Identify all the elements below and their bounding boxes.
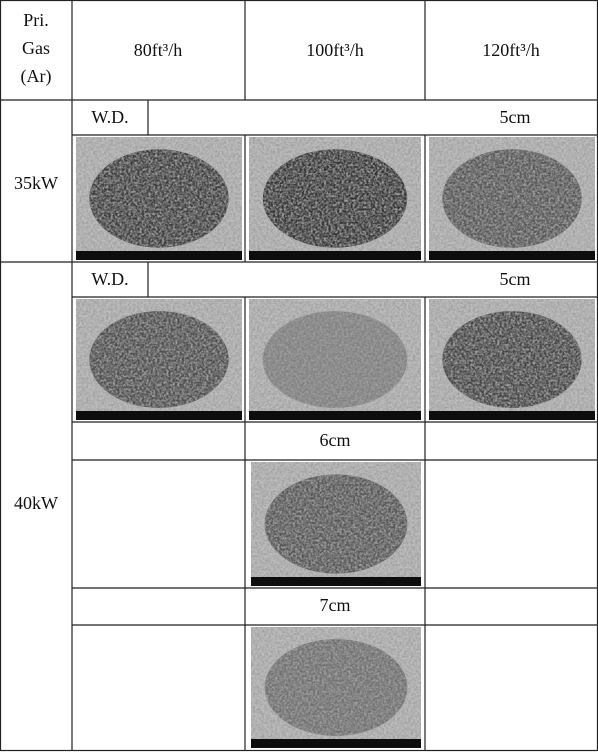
- micrograph-image: [429, 299, 595, 420]
- image-grain: [251, 462, 421, 586]
- row-header: 35kW: [14, 173, 58, 193]
- column-header: 120ft³/h: [482, 40, 539, 60]
- micrograph-image: [76, 137, 242, 260]
- image-grain: [429, 137, 595, 260]
- distance-label: 6cm: [320, 430, 351, 450]
- distance-label: 7cm: [320, 595, 351, 615]
- corner-label: (Ar): [21, 66, 52, 87]
- image-base: [249, 411, 421, 420]
- image-grain: [76, 137, 242, 260]
- micrograph-image: [249, 137, 421, 260]
- distance-label: 5cm: [500, 269, 531, 289]
- table-figure: Pri. Gas (Ar) 80ft³/h 100ft³/h 120ft³/h …: [0, 0, 598, 753]
- column-header: 100ft³/h: [306, 40, 363, 60]
- image-grain: [249, 299, 421, 420]
- corner-label: Gas: [22, 38, 50, 58]
- distance-label: 5cm: [500, 107, 531, 127]
- image-base: [429, 411, 595, 420]
- micrograph-image: [251, 462, 421, 586]
- image-grain: [251, 627, 421, 748]
- image-base: [249, 251, 421, 260]
- micrograph-image: [249, 299, 421, 420]
- image-grain: [76, 299, 242, 420]
- row-header: 40kW: [14, 493, 58, 513]
- column-header: 80ft³/h: [134, 40, 182, 60]
- micrograph-image: [251, 627, 421, 748]
- image-base: [429, 251, 595, 260]
- image-grain: [249, 137, 421, 260]
- image-base: [76, 411, 242, 420]
- image-base: [251, 739, 421, 748]
- corner-label: Pri.: [23, 10, 49, 30]
- micrograph-image: [76, 299, 242, 420]
- image-base: [76, 251, 242, 260]
- image-base: [251, 577, 421, 586]
- micrograph-image: [429, 137, 595, 260]
- wd-label: W.D.: [91, 107, 128, 127]
- wd-label: W.D.: [91, 269, 128, 289]
- image-grain: [429, 299, 595, 420]
